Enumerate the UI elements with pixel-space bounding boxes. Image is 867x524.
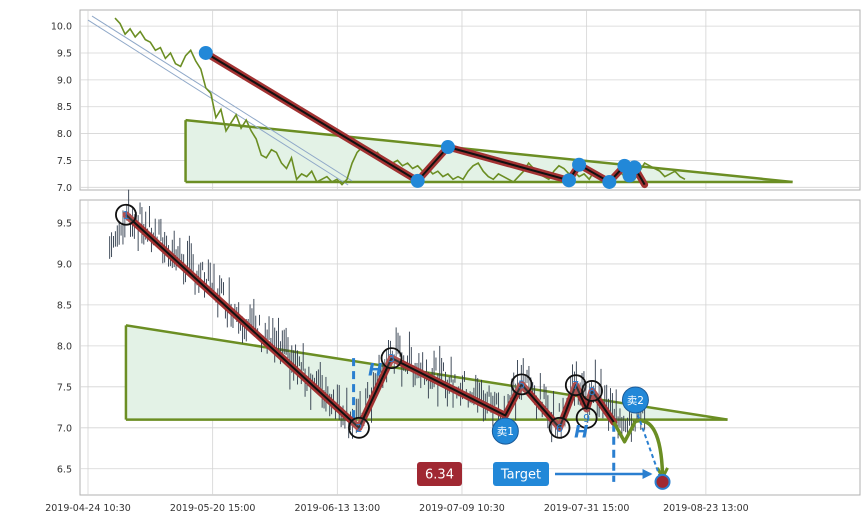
top-y-tick-label: 9.5 [57, 48, 72, 59]
target-tag-box [493, 462, 549, 486]
top-channel-line-upper [91, 15, 353, 182]
sell-marker-label: 卖2 [627, 395, 644, 407]
tag-layer: 6.34 Target [417, 462, 549, 486]
top-y-tick-label: 7.0 [57, 183, 72, 194]
target-arrowhead [642, 469, 653, 479]
top-wave-marker [440, 140, 455, 155]
h-marker: H [368, 360, 382, 380]
h-marker: H [574, 423, 588, 443]
top-price-line [114, 17, 686, 186]
wave-label-5: 5 [518, 378, 525, 391]
bottom-x-tick-label: 2019-05-20 15:00 [170, 503, 256, 514]
top-y-tick-label: 7.5 [57, 156, 72, 167]
top-wave-marker [602, 174, 617, 189]
bottom-x-tick-label: 2019-06-13 13:00 [295, 503, 381, 514]
bottom-x-tick-label: 2019-04-24 10:30 [45, 503, 131, 514]
top-panel: 7.0 7.5 8.0 8.5 9.0 9.5 10.0 [51, 9, 861, 194]
wave-label-circle [115, 203, 137, 226]
bottom-y-tick-label: 8.0 [57, 341, 72, 352]
bottom-y-tick-label: 6.5 [57, 464, 72, 475]
top-wave-marker [561, 173, 576, 188]
sell-marker-label: 卖1 [497, 426, 514, 438]
top-wave-marker [410, 173, 425, 188]
price-tag-label: 6.34 [425, 468, 454, 483]
bottom-y-tick-label: 7.0 [57, 423, 72, 434]
target-tag-label: Target [500, 468, 541, 483]
bottom-y-tick-label: 8.5 [57, 300, 72, 311]
top-y-tick-label: 10.0 [51, 22, 72, 33]
bottom-y-tick-label: 9.0 [57, 259, 72, 270]
wave-label-circle [548, 416, 571, 439]
wave-label-7: 7 [572, 379, 579, 392]
top-y-tick-label: 8.0 [57, 129, 72, 140]
wave-label-3: 3 [388, 352, 395, 365]
wave-label-circle [348, 416, 370, 439]
bottom-y-tick-label: 7.5 [57, 382, 72, 393]
top-y-tick-label: 8.5 [57, 102, 72, 113]
wave-label-circle [581, 380, 603, 402]
price-tag-box [417, 462, 462, 486]
top-wave-marker [627, 160, 642, 175]
bottom-x-tick-label: 2019-08-23 13:00 [663, 503, 749, 514]
target-marker [654, 473, 671, 490]
sell-marker-circle [491, 417, 519, 445]
sell-marker-circle [621, 386, 649, 414]
projection-sell2-dashed [634, 407, 661, 477]
top-channel-line-lower [87, 19, 349, 186]
bottom-y-tick-label: 9.5 [57, 218, 72, 229]
top-wave-marker [198, 45, 213, 60]
bottom-x-tick-label: 2019-07-31 15:00 [544, 503, 630, 514]
wave-label-circle [380, 347, 403, 370]
wave-label-9: 9 [583, 412, 590, 425]
top-y-tick-label: 9.0 [57, 75, 72, 86]
wave-label-circle [575, 407, 598, 429]
projection-zigzag [612, 420, 637, 444]
wave-label-8: 8 [589, 385, 596, 398]
bottom-panel: 6.5 7.0 7.5 8.0 8.5 9.0 9.5 2019-04-24 10:30 201… [45, 189, 861, 514]
top-triangle-upper-line [185, 118, 793, 184]
projection-arc [635, 418, 665, 474]
wave-label-2: 2 [356, 422, 363, 435]
wave-label-circle [564, 374, 587, 397]
wave-label-1: 1 [122, 209, 129, 222]
wave-label-6: 6 [556, 422, 563, 435]
bottom-x-tick-label: 2019-07-09 10:30 [419, 503, 505, 514]
wave-label-circle [510, 373, 533, 396]
top-wave-marker [572, 157, 587, 172]
